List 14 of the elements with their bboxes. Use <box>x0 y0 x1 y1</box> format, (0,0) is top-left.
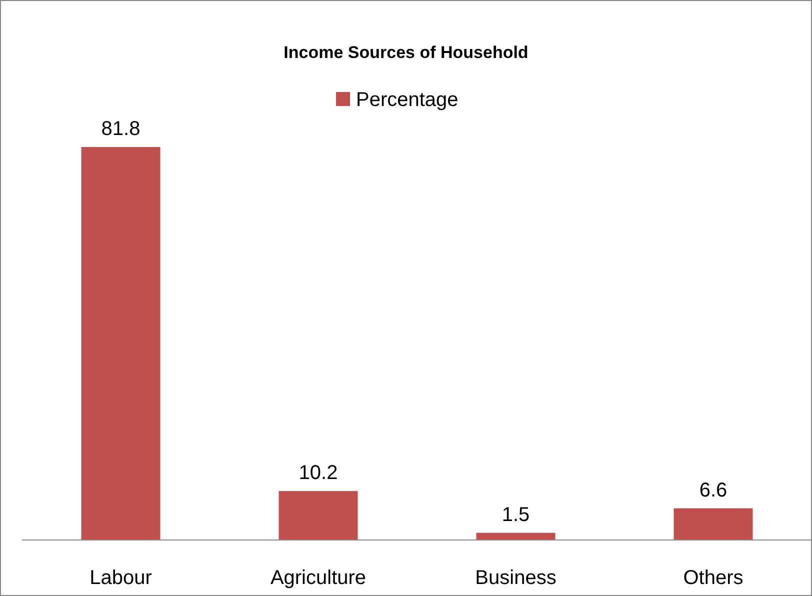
bar <box>81 147 160 540</box>
x-tick-label: Agriculture <box>270 567 366 589</box>
data-label: 6.6 <box>699 479 728 502</box>
x-tick-label: Labour <box>90 567 152 589</box>
x-tick-label: Others <box>683 567 744 589</box>
data-label: 10.2 <box>298 462 338 484</box>
bar <box>674 508 753 540</box>
data-label: 81.8 <box>101 118 140 140</box>
data-label: 1.5 <box>502 504 530 526</box>
chart-title: Income Sources of Household <box>284 43 528 62</box>
x-tick-label: Business <box>475 567 556 589</box>
bar <box>278 490 358 540</box>
legend-label: Percentage <box>356 89 458 111</box>
bar <box>476 532 556 540</box>
